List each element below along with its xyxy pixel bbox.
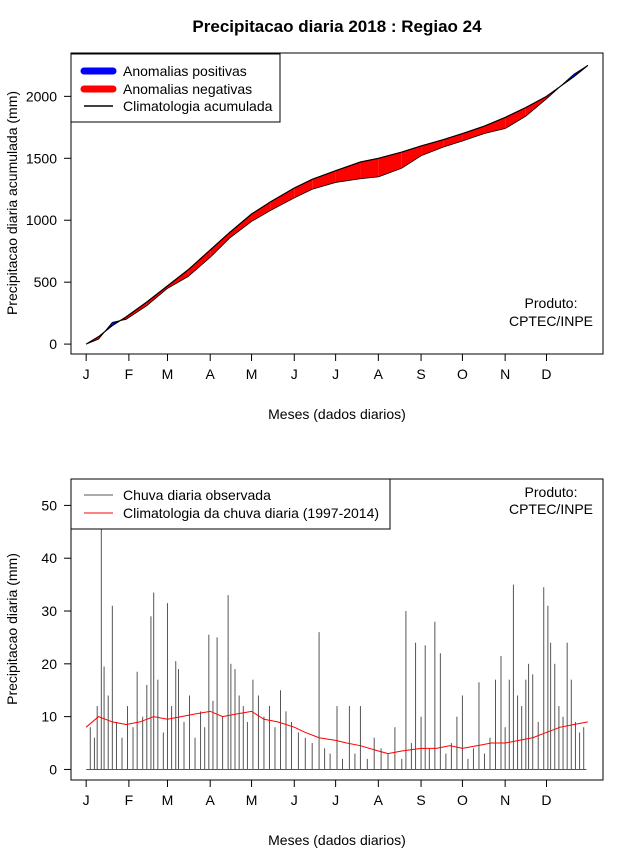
x-tick-label: O [457, 366, 468, 382]
negative-anomaly-area [525, 96, 547, 117]
negative-anomaly-area [505, 107, 526, 129]
negative-anomaly-area [188, 249, 211, 277]
y-tick-label: 1500 [26, 150, 57, 166]
negative-anomaly-area [462, 126, 485, 141]
x-tick-label: F [125, 366, 134, 382]
legend-label-negative: Anomalias negativas [123, 81, 252, 97]
negative-anomaly-area [270, 188, 295, 211]
x-tick-label: F [125, 792, 134, 808]
legend-label-observed: Chuva diaria observada [123, 487, 271, 503]
negative-anomaly-area [443, 133, 463, 148]
negative-anomaly-area [229, 214, 252, 239]
x-tick-label: M [162, 792, 174, 808]
x-tick-label: D [541, 792, 551, 808]
x-axis-label: Meses (dados diarios) [268, 406, 406, 422]
daily-marks [85, 526, 588, 770]
x-tick-label: M [246, 366, 258, 382]
legend-daily: Chuva diaria observada Climatologia da c… [70, 478, 391, 530]
cumulative-panel: 0 500 1000 1500 2000 J F M A M J J A S O N D Precipitac… [4, 52, 604, 422]
x-tick-label: J [83, 792, 90, 808]
legend-label-positive: Anomalias positivas [123, 63, 247, 79]
negative-anomaly-area [360, 158, 379, 179]
y-axis-daily: 0 10 20 30 40 50 [41, 497, 72, 777]
x-tick-label: S [416, 792, 425, 808]
y-tick-label: 40 [41, 550, 57, 566]
x-tick-label: N [500, 792, 510, 808]
cumulative-marks [85, 64, 589, 345]
x-tick-label: D [541, 366, 551, 382]
x-tick-label: J [291, 792, 298, 808]
daily-climatology-line [85, 710, 588, 755]
legend-box-daily [70, 478, 391, 530]
negative-anomaly-area [378, 152, 402, 177]
y-tick-label: 500 [34, 274, 58, 290]
y-axis-label: Precipitacao diaria acumulada (mm) [4, 91, 20, 315]
x-tick-label: N [500, 366, 510, 382]
x-tick-label: S [416, 366, 425, 382]
y-tick-label: 0 [49, 336, 57, 352]
y-axis: 0 500 1000 1500 2000 [26, 88, 72, 352]
daily-panel: 0 10 20 30 40 50 J F M A M J J A S O N D Precipitacao di… [4, 478, 604, 848]
legend-label-climatology: Climatologia acumulada [123, 98, 273, 114]
y-tick-label: 0 [49, 761, 57, 777]
x-tick-label: A [374, 792, 384, 808]
negative-anomaly-area [294, 179, 313, 198]
y-tick-label: 10 [41, 709, 57, 725]
x-tick-label: A [206, 792, 216, 808]
negative-anomaly-area [421, 139, 444, 156]
y-tick-label: 1000 [26, 212, 57, 228]
chart-title: Precipitacao diaria 2018 : Regiao 24 [192, 17, 482, 36]
observed-cumulative-line [86, 65, 589, 345]
negative-anomaly-area [210, 232, 230, 258]
x-tick-label: A [374, 366, 384, 382]
annotation-line-2-daily: CPTEC/INPE [509, 501, 593, 517]
y-tick-label: 2000 [26, 88, 57, 104]
y-tick-label: 50 [41, 497, 57, 513]
legend: Anomalias positivas Anomalias negativas … [70, 53, 281, 123]
x-tick-label: J [83, 366, 90, 382]
x-tick-label: M [162, 366, 174, 382]
annotation-line-1-daily: Produto: [525, 484, 578, 500]
climatology-cumulative-line [85, 64, 589, 345]
annotation-line-1: Produto: [525, 295, 578, 311]
x-tick-label: J [332, 792, 339, 808]
negative-anomaly-area [335, 162, 361, 183]
negative-anomaly-area [312, 170, 336, 190]
y-axis-label-daily: Precipitacao diaria (mm) [4, 553, 20, 705]
negative-anomaly-area [146, 285, 168, 306]
negative-anomaly-area [251, 201, 271, 222]
x-tick-label: J [291, 366, 298, 382]
negative-anomaly-area [401, 145, 422, 169]
x-tick-label: M [246, 792, 258, 808]
x-tick-label: A [206, 366, 216, 382]
legend-label-daily-climatology: Climatologia da chuva diaria (1997-2014) [123, 505, 379, 521]
annotation-line-2: CPTEC/INPE [509, 313, 593, 329]
x-tick-label: J [332, 366, 339, 382]
x-tick-label: O [457, 792, 468, 808]
y-tick-label: 30 [41, 603, 57, 619]
x-axis-label-daily: Meses (dados diarios) [268, 832, 406, 848]
y-tick-label: 20 [41, 656, 57, 672]
